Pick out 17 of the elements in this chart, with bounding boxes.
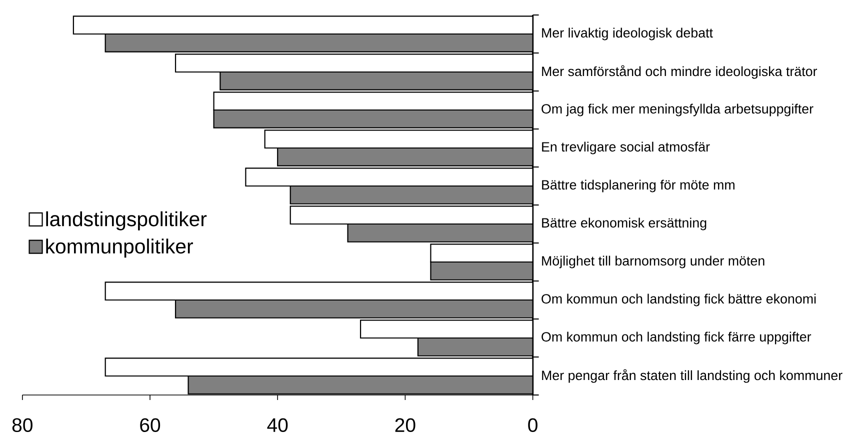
y-tick-label: Mer pengar från staten till landsting och kommuner	[542, 369, 842, 383]
x-tick-label: 40	[267, 418, 288, 432]
y-tick-label: Mer samförstånd och mindre ideologiska trätor	[542, 65, 818, 79]
x-tick-label: 0	[528, 418, 538, 432]
x-tick-label: 20	[395, 418, 416, 432]
y-tick-label: Om kommun och landsting fick färre uppgifter	[542, 332, 812, 344]
y-tick-label: Mer livaktig ideologisk debatt	[542, 28, 713, 40]
y-tick-label: Bättre tidsplanering för möte mm	[542, 180, 734, 192]
y-tick-label: Bättre ekonomisk ersättning	[542, 218, 706, 230]
legend-label: landstingspolitiker	[46, 211, 207, 230]
y-tick-label: Om kommun och landsting fick bättre ekonomi	[542, 294, 816, 306]
y-tick-label: En trevligare social atmosfär	[542, 142, 710, 154]
x-tick-label: 80	[12, 418, 32, 432]
y-tick-label: Möjlighet till barnomsorg under möten	[542, 256, 764, 268]
y-tick-label: Om jag fick mer meningsfyllda arbetsuppgifter	[542, 104, 814, 116]
legend-label: kommunpolitiker	[46, 238, 193, 258]
x-tick-label: 60	[140, 418, 160, 432]
